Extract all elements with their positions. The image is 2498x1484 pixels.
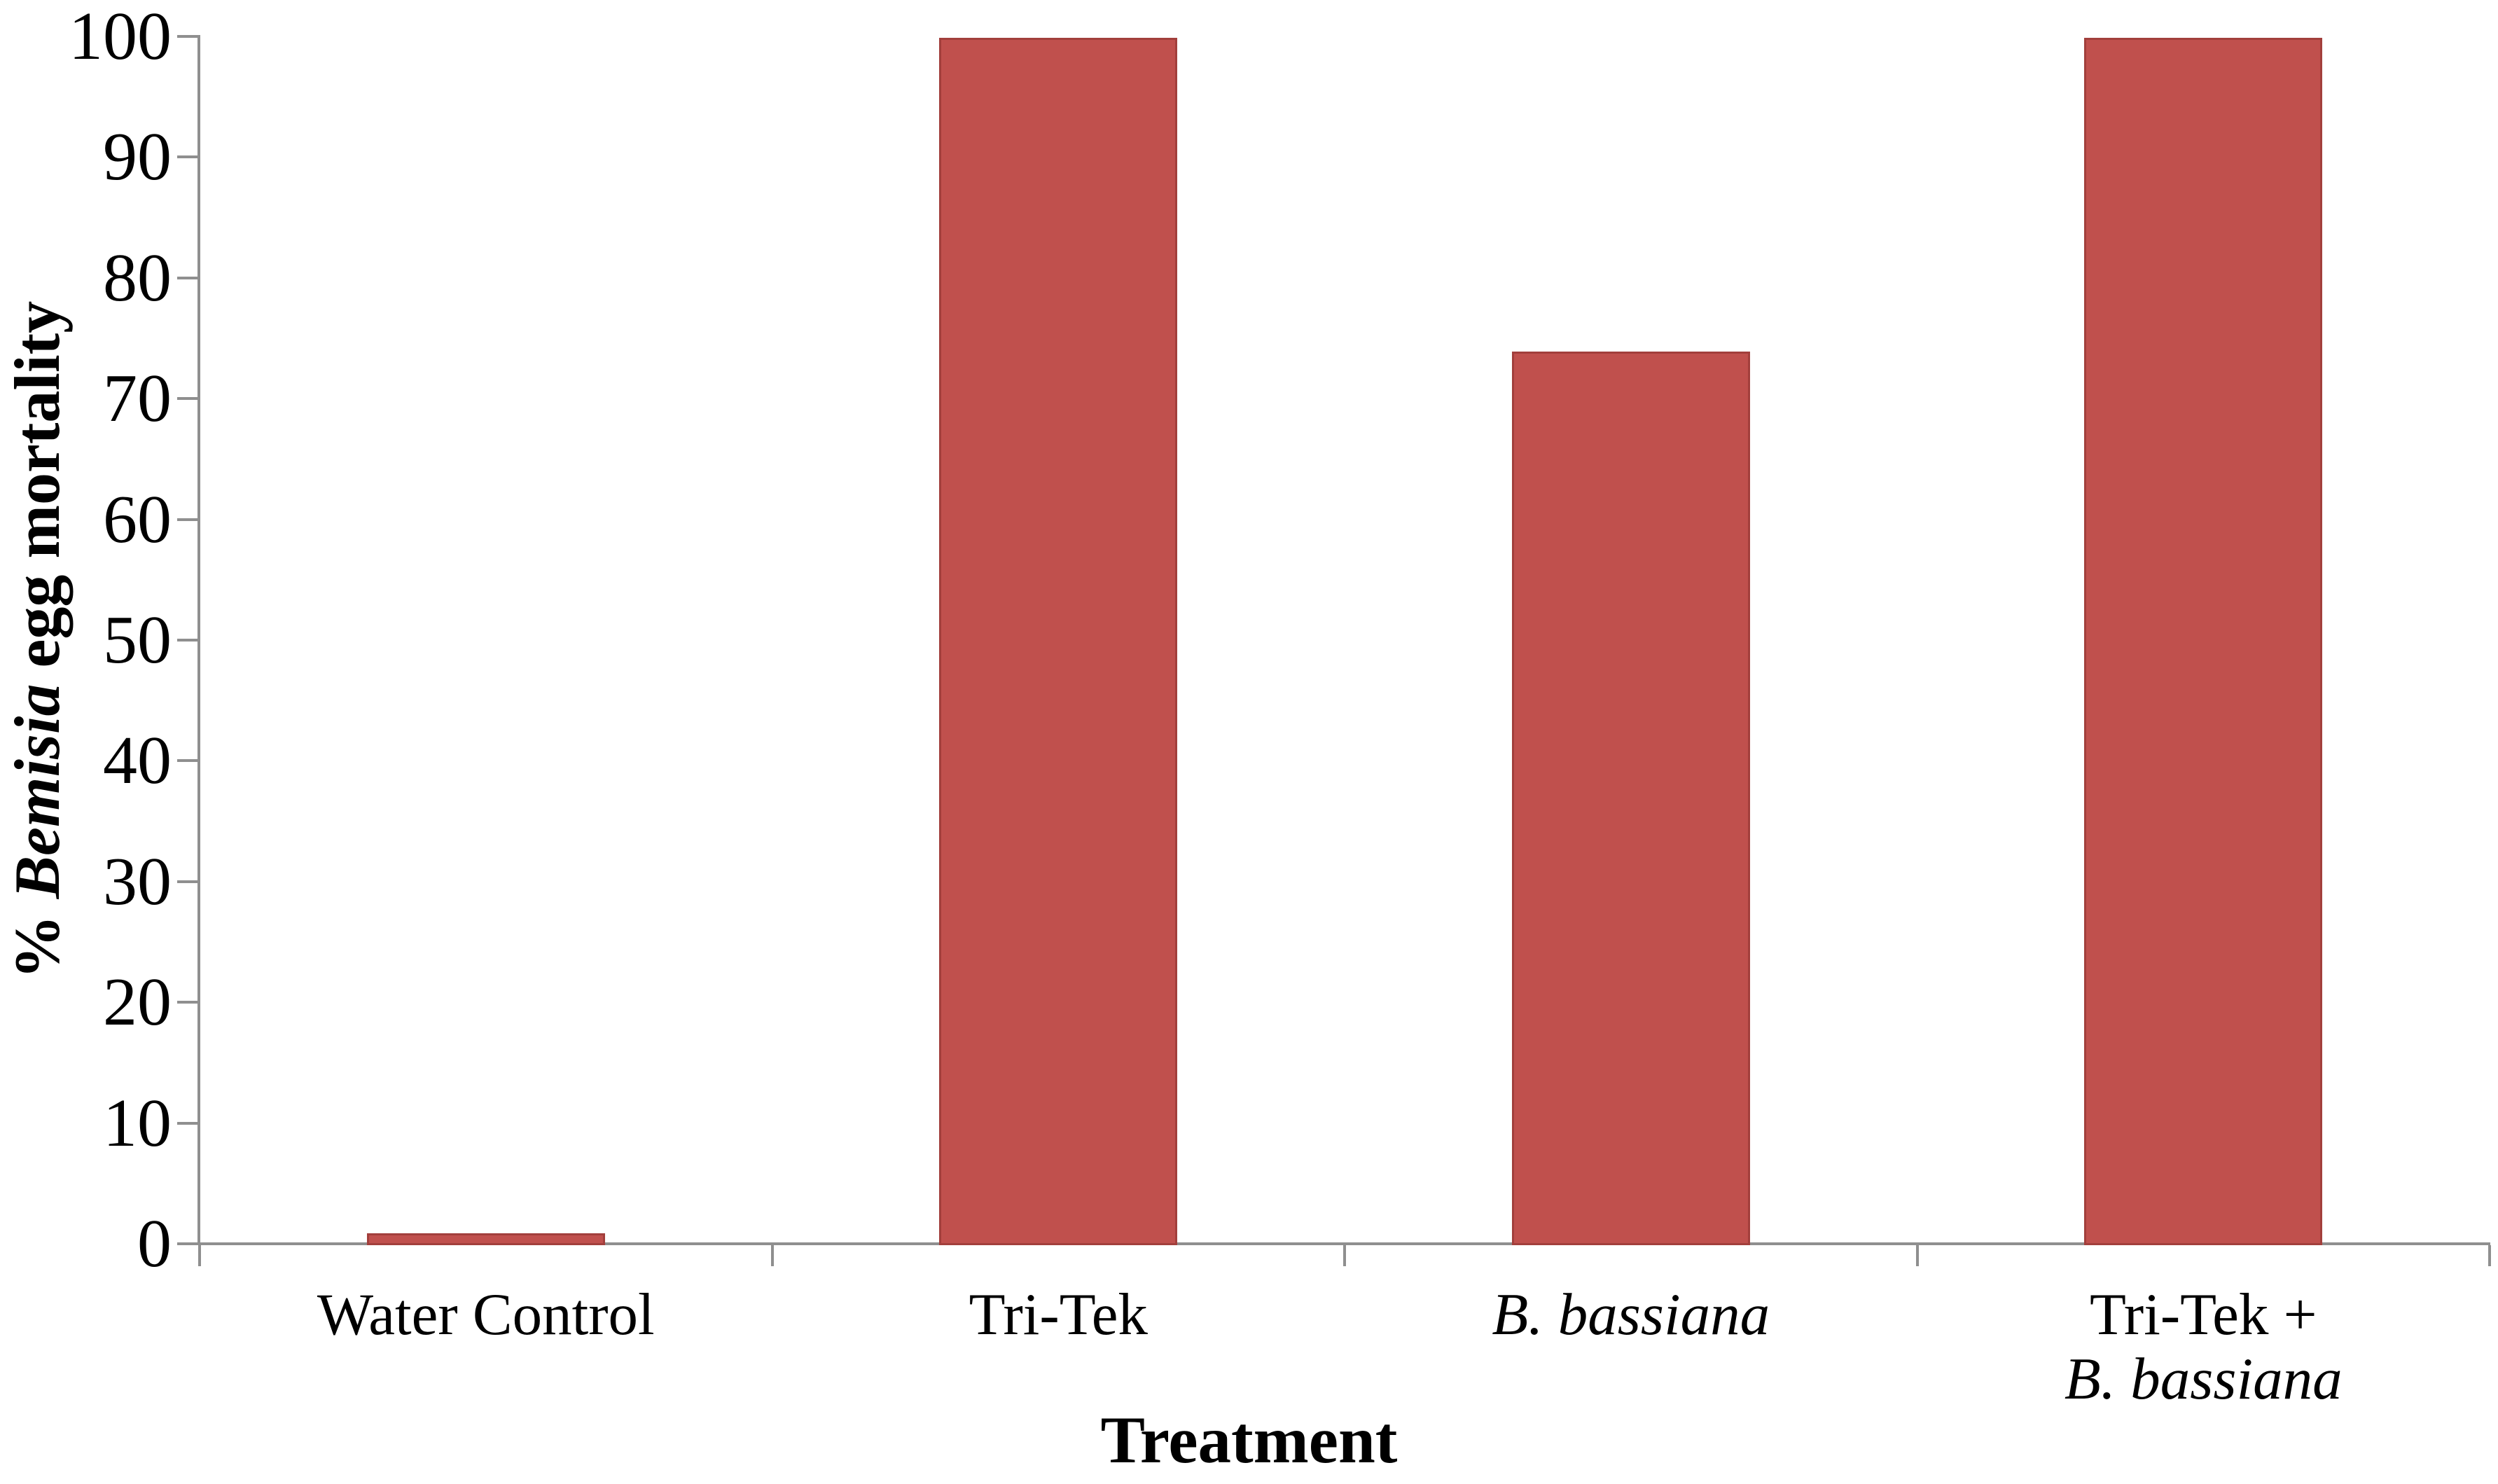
y-tick-label-60: 60 — [103, 481, 172, 557]
y-tick-mark — [177, 880, 200, 883]
y-tick-label-0: 0 — [137, 1206, 172, 1282]
y-tick-label-40: 40 — [103, 723, 172, 799]
y-tick-mark — [177, 155, 200, 159]
y-tick-mark — [177, 397, 200, 401]
x-category-label-line: Tri-Tek — [969, 1282, 1148, 1347]
x-category-label-tri-tek-b-bassiana: Tri-Tek + B. bassiana — [1888, 1282, 2498, 1411]
y-tick-label-30: 30 — [103, 843, 172, 920]
bar-tri-tek — [939, 38, 1178, 1245]
x-tick-mark — [2488, 1245, 2491, 1266]
y-tick-mark — [177, 1242, 200, 1245]
y-tick-label-100: 100 — [69, 0, 172, 74]
y-tick-label-90: 90 — [103, 119, 172, 195]
y-tick-mark — [177, 1001, 200, 1004]
x-tick-mark — [770, 1245, 774, 1266]
bar-tri-tek-b-bassiana — [2084, 38, 2323, 1245]
y-tick-label-50: 50 — [103, 602, 172, 678]
y-tick-mark — [177, 759, 200, 763]
y-tick-mark — [177, 1121, 200, 1125]
x-category-label-b-bassiana: B. bassiana — [1316, 1282, 1946, 1347]
x-category-label-line: B. bassiana — [1492, 1282, 1770, 1347]
x-category-label-line: Tri-Tek + — [2089, 1282, 2317, 1347]
bar-b-bassiana — [1511, 352, 1750, 1245]
y-tick-mark — [177, 639, 200, 642]
x-axis-title: Treatment — [1100, 1403, 1398, 1477]
y-axis-line — [197, 35, 200, 1245]
y-tick-mark — [177, 35, 200, 38]
x-category-label-water-control: Water Control — [171, 1282, 801, 1347]
y-tick-label-70: 70 — [103, 361, 172, 437]
y-tick-label-10: 10 — [103, 1085, 172, 1161]
y-tick-mark — [177, 276, 200, 279]
x-category-label-tri-tek: Tri-Tek — [743, 1282, 1373, 1347]
y-tick-mark — [177, 518, 200, 521]
x-tick-mark — [1915, 1245, 1919, 1266]
x-tick-mark — [198, 1245, 201, 1266]
x-category-label-line: Water Control — [317, 1282, 655, 1347]
x-tick-mark — [1343, 1245, 1346, 1266]
y-tick-label-80: 80 — [103, 240, 172, 316]
bar-water-control — [366, 1233, 605, 1245]
x-axis-line — [197, 1242, 2490, 1245]
y-tick-label-20: 20 — [103, 964, 172, 1041]
x-category-label-line: B. bassiana — [2064, 1346, 2343, 1412]
